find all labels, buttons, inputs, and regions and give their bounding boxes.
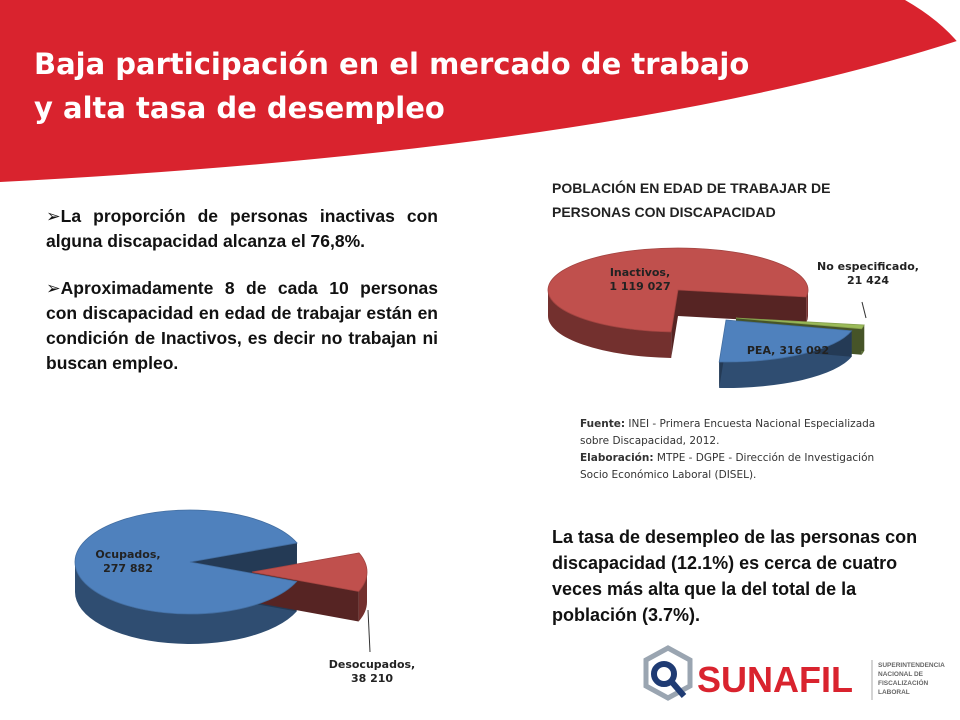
value-label: 1 119 027 bbox=[609, 280, 670, 293]
pie-slice bbox=[251, 552, 368, 592]
category-label: No especificado, bbox=[817, 260, 919, 273]
pie-slice-side bbox=[806, 290, 808, 323]
logo-icon bbox=[643, 645, 693, 701]
leader-line bbox=[861, 301, 867, 319]
data-label: Inactivos, 1 119 027 bbox=[609, 266, 670, 293]
bullet-list: ➢La proporción de personas inactivas con… bbox=[46, 204, 438, 398]
leader-line bbox=[367, 609, 371, 653]
bullet: ➢La proporción de personas inactivas con… bbox=[46, 206, 438, 251]
value-label: 277 882 bbox=[103, 562, 153, 575]
logo-subtitle: NACIONAL DE bbox=[878, 671, 924, 678]
value-label: 21 424 bbox=[847, 274, 889, 287]
source-label: Fuente: bbox=[580, 418, 626, 430]
pie bbox=[547, 247, 865, 388]
logo-subtitle: FISCALIZACIÓN bbox=[878, 678, 928, 687]
bullet-text: Aproximadamente 8 de cada 10 personas co… bbox=[46, 278, 438, 373]
title-line: Baja participación en el mercado de trab… bbox=[34, 47, 750, 81]
value-label: 38 210 bbox=[351, 672, 393, 685]
bullet-text: La proporción de personas inactivas con … bbox=[46, 206, 438, 251]
pie-slice-side bbox=[548, 290, 672, 358]
title-line: y alta tasa de desempleo bbox=[34, 91, 445, 125]
source-line: Fuente: INEI - Primera Encuesta Nacional… bbox=[580, 416, 880, 450]
data-label: No especificado, 21 424 bbox=[817, 260, 919, 287]
pie-slice bbox=[735, 317, 865, 330]
value-label: 316 092 bbox=[779, 344, 829, 357]
category-label: Inactivos, bbox=[610, 266, 670, 279]
source-line: Elaboración: MTPE - DGPE - Dirección de … bbox=[580, 450, 880, 484]
pie-slice-wall bbox=[671, 290, 678, 358]
category-label: Ocupados, bbox=[95, 548, 160, 561]
pie-slice bbox=[547, 247, 809, 333]
source-label: Elaboración: bbox=[580, 452, 654, 464]
logo-subtitle: LABORAL bbox=[878, 689, 910, 696]
pie bbox=[74, 509, 368, 645]
pie-slice bbox=[74, 509, 298, 615]
source-text: MTPE - DGPE - Dirección de Investigación… bbox=[580, 452, 875, 481]
data-label: Ocupados, 277 882 bbox=[95, 548, 160, 575]
paragraph: La tasa de desempleo de las personas con… bbox=[552, 527, 918, 625]
category-label: PEA, bbox=[747, 344, 775, 357]
logo-name: SUNAFIL bbox=[697, 659, 853, 700]
category-label: Desocupados, bbox=[329, 658, 416, 671]
pie-slice-side bbox=[358, 572, 367, 622]
logo-subtitle: SUPERINTENDENCIA bbox=[878, 662, 945, 669]
pie-slice-wall bbox=[678, 290, 807, 323]
pie-slice-side bbox=[75, 562, 297, 645]
source: Fuente: INEI - Primera Encuesta Nacional… bbox=[580, 416, 880, 484]
header-band bbox=[0, 0, 960, 182]
bullet: ➢Aproximadamente 8 de cada 10 personas c… bbox=[46, 278, 438, 373]
source-text: INEI - Primera Encuesta Nacional Especia… bbox=[580, 418, 876, 447]
header-corner bbox=[905, 0, 960, 45]
title: Baja participación en el mercado de trab… bbox=[34, 42, 749, 130]
data-label: PEA, 316 092 bbox=[747, 344, 829, 357]
chart-title: POBLACIÓN EN EDAD DE TRABAJAR DE PERSONA… bbox=[552, 180, 831, 220]
pie-slice-side bbox=[719, 330, 852, 388]
data-label: Desocupados, 38 210 bbox=[329, 658, 416, 685]
pie-slice bbox=[718, 319, 853, 363]
